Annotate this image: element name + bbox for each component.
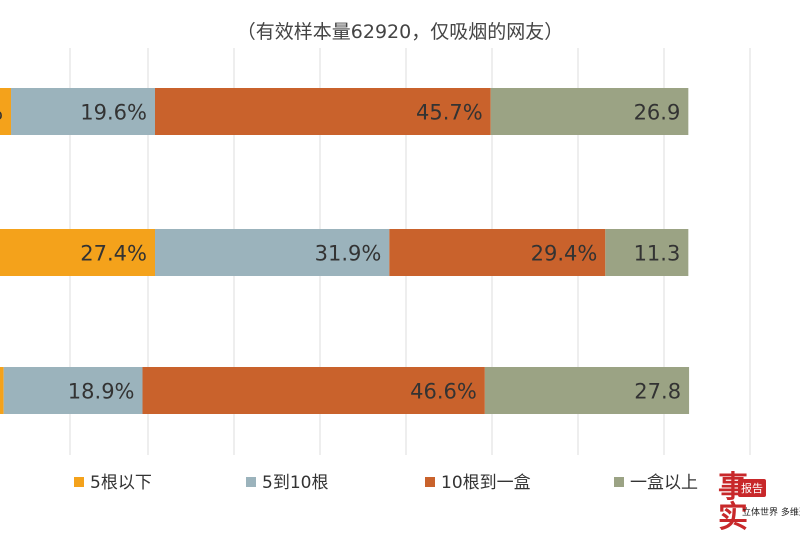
- legend-swatch: [246, 477, 256, 487]
- bar-segment: [484, 367, 690, 414]
- data-label: 27.4%: [80, 242, 147, 266]
- bar-segment: [142, 367, 485, 414]
- data-label: 19.6%: [80, 101, 147, 125]
- legend-swatch: [425, 477, 435, 487]
- data-label: 18.9%: [68, 380, 135, 404]
- legend-swatch: [74, 477, 84, 487]
- bar-segment: [490, 88, 689, 135]
- bar-segment: [0, 367, 4, 414]
- data-label: 46.6%: [410, 380, 477, 404]
- bar-segment: [605, 229, 689, 276]
- legend-swatch: [614, 477, 624, 487]
- data-label: 29.4%: [531, 242, 598, 266]
- data-label: 11.3: [634, 242, 681, 266]
- bar-segment: [11, 88, 156, 135]
- data-label: 27.8: [634, 380, 681, 404]
- bar-segment: [3, 367, 143, 414]
- chart-subtitle: （有效样本量62920，仅吸烟的网友）: [236, 21, 564, 43]
- data-label: 31.9%: [315, 242, 382, 266]
- bar-segment: [389, 229, 606, 276]
- bar-segment: [155, 229, 390, 276]
- watermark-slogan: 立体世界 多维选择: [742, 508, 800, 518]
- legend-label: 10根到一盒: [441, 473, 531, 493]
- bar-segment: [155, 88, 491, 135]
- legend-label: 一盒以上: [630, 473, 698, 493]
- data-label: 8%: [0, 101, 3, 125]
- legend-label: 5根以下: [90, 473, 152, 493]
- data-label: 45.7%: [416, 101, 483, 125]
- watermark-seal: 事实: [718, 470, 748, 535]
- bar-segment: [0, 88, 12, 135]
- watermark-tag: 报告: [738, 479, 766, 497]
- data-label: 26.9: [634, 101, 681, 125]
- watermark-logo: 事实 报告 立体世界 多维选择: [714, 470, 800, 535]
- bar-segment: [0, 229, 156, 276]
- legend-label: 5到10根: [262, 473, 328, 493]
